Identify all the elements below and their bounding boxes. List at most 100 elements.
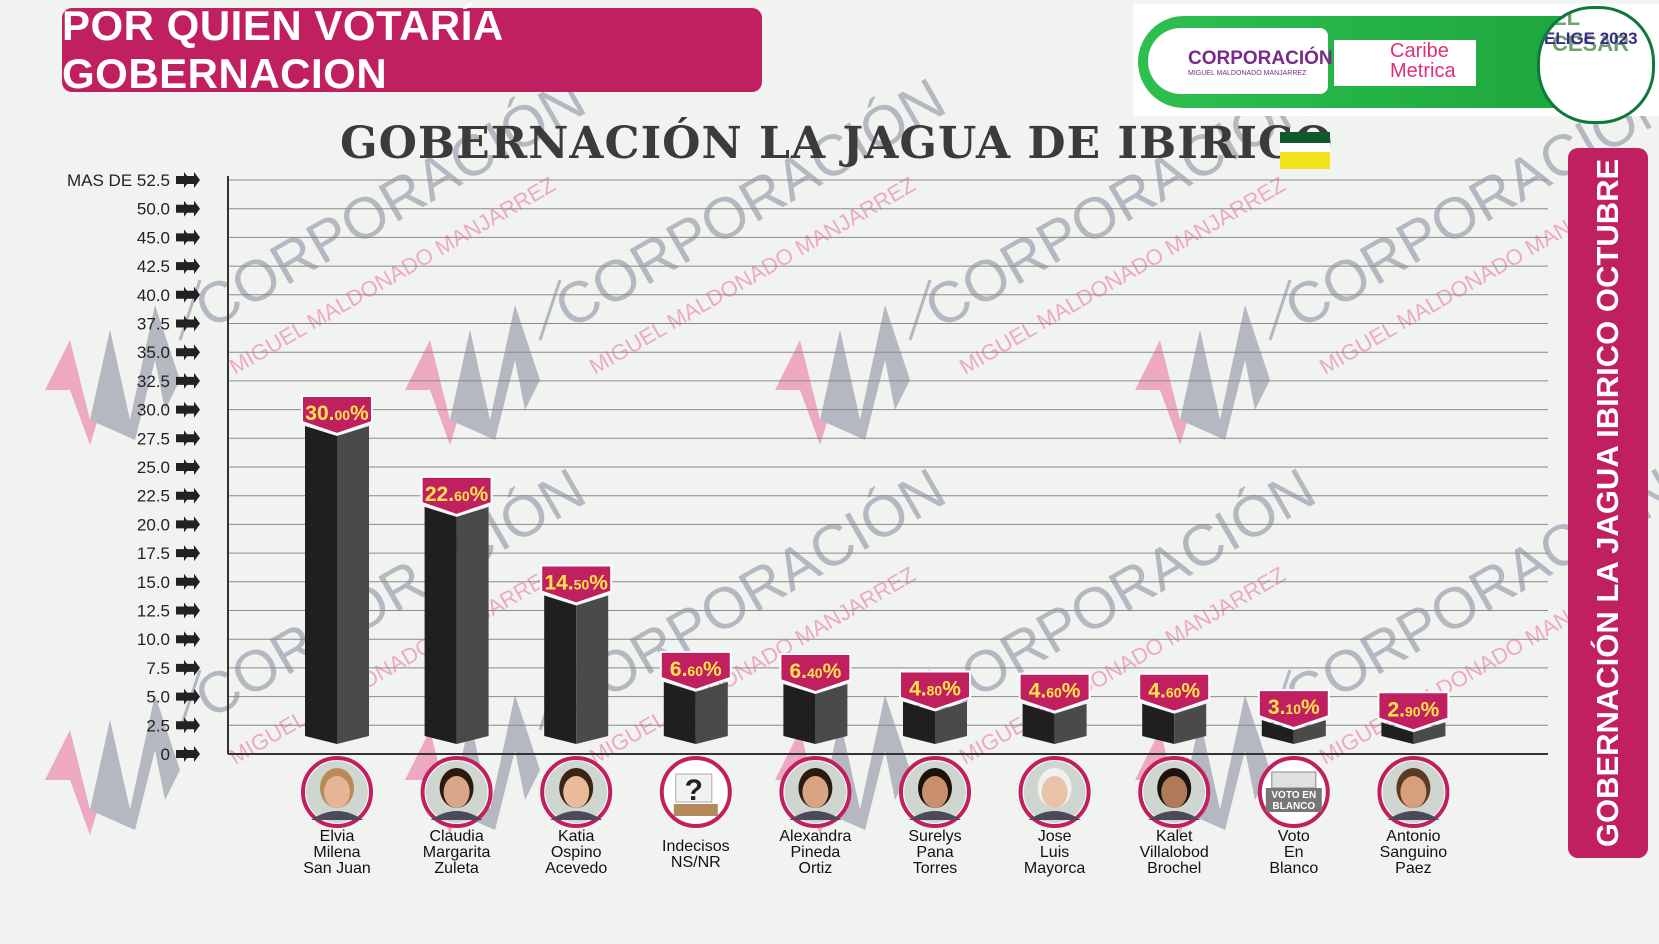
x-category-label: Kalet (1156, 828, 1193, 845)
value-label-dec: 50 (574, 576, 590, 592)
candidate-photo (420, 756, 493, 828)
arrow-shape (186, 401, 200, 418)
x-category-label: Surelys (908, 828, 961, 845)
y-tick-arrow-icon (176, 258, 200, 275)
arrow-shape (186, 631, 200, 648)
corporacion-logo (1148, 28, 1328, 94)
x-category-label: Acevedo (545, 860, 607, 877)
candidate-photo (301, 756, 373, 828)
y-tick-arrow-icon (176, 229, 200, 246)
value-label-pct: % (942, 678, 961, 701)
x-category-label: Voto (1278, 828, 1310, 845)
bar-group: 4.60% (1138, 672, 1211, 744)
bar (663, 681, 696, 744)
value-label-dec: 60 (1166, 685, 1182, 701)
arrow-shape (186, 200, 200, 217)
bar-group: 14.50% (540, 564, 613, 744)
value-label-pct: % (1181, 680, 1200, 703)
watermark-logo-shape (45, 695, 160, 835)
bar (424, 506, 457, 744)
arrow-shape (186, 573, 200, 590)
value-label-pct: % (350, 402, 369, 425)
bar-group: 4.80% (899, 670, 971, 744)
y-tick-label: 42.5 (137, 257, 170, 276)
x-category-label: Mayorca (1024, 860, 1085, 877)
value-label: 6.40% (790, 660, 842, 683)
seal-line-2: ELIGE 2023 (1544, 29, 1638, 48)
x-category-label: Villalobod (1140, 844, 1209, 861)
arrow-shape (186, 659, 200, 676)
value-label-dec: 60 (687, 663, 703, 679)
x-category-label: Sanguino (1380, 844, 1448, 861)
photo-face (1400, 776, 1427, 808)
value-label-pct: % (1421, 698, 1440, 721)
arrow-shape (186, 286, 200, 303)
y-tick-arrow-icon (176, 487, 200, 504)
x-category-label: Ospino (551, 844, 602, 861)
arrow-shape (186, 487, 200, 504)
y-tick-arrow-icon (176, 315, 200, 332)
corporacion-logo-subtext: MIGUEL MALDONADO MANJARREZ (1188, 70, 1307, 77)
ballot-slot (673, 804, 718, 816)
bar (305, 426, 337, 744)
watermark-logo-shape (820, 305, 910, 440)
watermark-logo-shape (90, 695, 180, 830)
y-tick-label: 32.5 (137, 372, 170, 391)
flag-stripe-green (1280, 132, 1330, 143)
value-label-box (1257, 689, 1330, 730)
arrow-shape (186, 372, 200, 389)
value-label-dec: 80 (927, 683, 943, 699)
y-tick-label: 17.5 (137, 544, 170, 563)
x-category-label: Margarita (423, 844, 491, 861)
x-category-label: En (1284, 844, 1304, 861)
watermark-divider (538, 279, 562, 341)
value-label-dec: 90 (1405, 703, 1421, 719)
value-label-pct: % (823, 660, 842, 683)
bar-group: 4.60% (1018, 672, 1091, 744)
value-label-int: 22. (425, 483, 454, 506)
y-tick-arrow-icon (176, 717, 200, 734)
x-category-label: Ortiz (799, 860, 833, 877)
y-tick-arrow-icon (176, 602, 200, 619)
caribe-logo-text: Caribe (1390, 40, 1449, 62)
value-label-box (1018, 672, 1091, 713)
photo-shoulders (909, 811, 961, 820)
watermark-logo-shape (90, 305, 180, 440)
bar-side (337, 426, 369, 744)
x-category-label: Jose (1038, 828, 1072, 845)
value-label: 2.90% (1388, 698, 1440, 721)
value-label-pct: % (703, 658, 722, 681)
flag-stripe-yellow (1280, 152, 1330, 169)
ballot-box-text: VOTO EN (1271, 790, 1316, 801)
bar-group: 2.90% (1377, 691, 1450, 744)
value-label-int: 2. (1388, 698, 1406, 721)
bar-side (456, 506, 489, 744)
bar-side (1054, 703, 1087, 744)
el-cesar-elige-seal: EL CESAR ELIGE 2023 (1537, 6, 1655, 124)
watermark-logo-shape (775, 305, 890, 445)
x-category-label: NS/NR (671, 854, 721, 871)
x-category-label: Milena (313, 844, 360, 861)
watermark-logo-shape (1135, 305, 1250, 445)
value-label-dec: 00 (334, 407, 350, 423)
candidate-photo (1138, 756, 1211, 828)
y-tick-label: 2.5 (146, 716, 170, 735)
x-category-label: San Juan (303, 860, 371, 877)
watermark-logo-shape (405, 305, 520, 445)
y-tick-label: 40.0 (137, 286, 170, 305)
value-label: 3.10% (1268, 696, 1320, 719)
photo-face (1041, 776, 1068, 808)
bar-side (1293, 720, 1326, 744)
caribe-metrica-logo (1334, 40, 1476, 86)
x-category-label: Claudia (429, 828, 483, 845)
arrow-shape (186, 172, 200, 188)
y-tick-arrow-icon (176, 516, 200, 533)
photo-shoulders (311, 811, 363, 820)
photo-face (443, 776, 470, 808)
x-category-label: Elvia (320, 828, 355, 845)
y-tick-arrow-icon (176, 631, 200, 648)
arrow-shape (186, 315, 200, 332)
arrow-shape (186, 688, 200, 705)
